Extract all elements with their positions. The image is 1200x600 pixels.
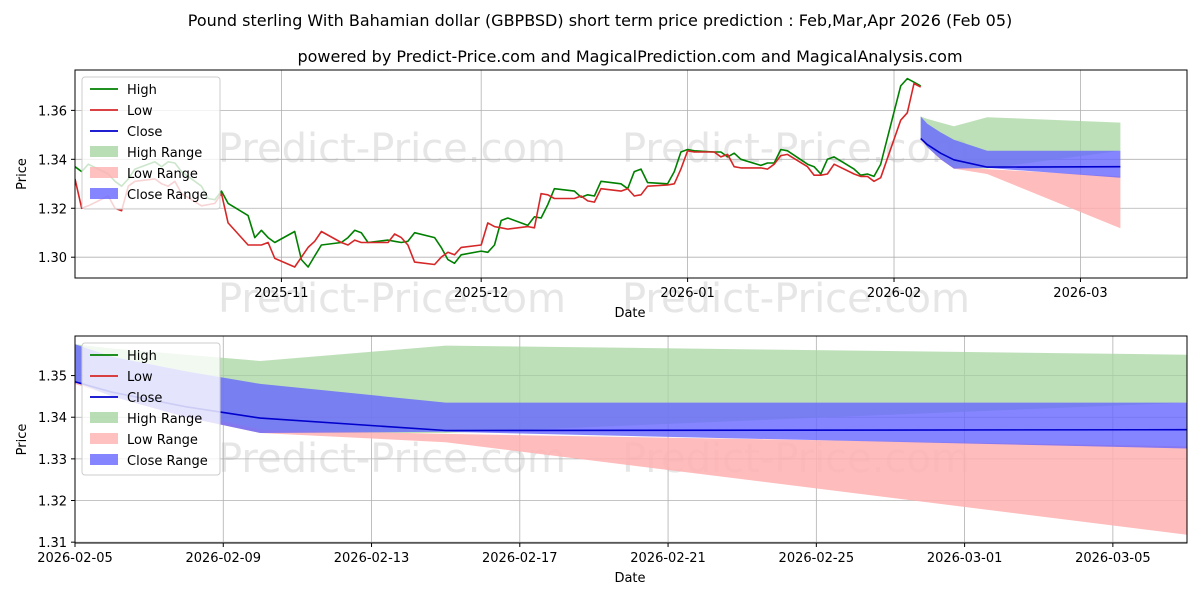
legend-label: Low (127, 104, 153, 119)
legend-label: High (127, 83, 157, 98)
x-tick-label: 2026-02 (867, 286, 921, 301)
close-range-band (920, 116, 1121, 178)
legend: High Low Close High Range Low Range Close Ran… (81, 342, 221, 476)
legend-swatch-low-range (90, 167, 118, 178)
axes-frame (74, 69, 1188, 279)
y-tick-label: 1.32 (38, 202, 67, 217)
legend-label: Low (127, 370, 153, 385)
y-tick-label: 1.33 (38, 453, 67, 468)
legend-label: Close (127, 125, 162, 140)
x-axis-label: Date (614, 571, 645, 586)
x-tick-label: 2026-01 (660, 286, 714, 301)
x-tick-label: 2026-03-05 (1075, 551, 1151, 566)
legend-swatch-low-range (90, 433, 118, 444)
x-tick-label: 2026-02-05 (37, 551, 113, 566)
watermark-text: Predict-Price.com (218, 276, 566, 322)
y-tick-label: 1.30 (38, 251, 67, 266)
legend-swatch-close-range (90, 454, 118, 465)
close-series-line (920, 137, 1121, 168)
x-tick-label: 2025-12 (454, 286, 508, 301)
chart-title: Pound sterling With Bahamian dollar (GBP… (188, 11, 1013, 30)
x-tick-label: 2026-02-25 (779, 551, 855, 566)
low-range-band (75, 381, 1187, 535)
x-tick-label: 2026-02-21 (630, 551, 706, 566)
legend-label: High (127, 349, 157, 364)
x-tick-label: 2026-02-13 (334, 551, 410, 566)
x-tick-label: 2026-03-01 (927, 551, 1003, 566)
plot-area (75, 344, 1187, 535)
chart-subtitle: powered by Predict-Price.com and Magical… (297, 47, 962, 66)
legend-swatch-high-range (90, 412, 118, 423)
x-tick-label: 2026-02-17 (482, 551, 558, 566)
watermark-text: Predict-Price.com (622, 126, 970, 172)
y-tick-label: 1.31 (38, 536, 67, 551)
close-range-band (75, 344, 1187, 449)
top-panel: Predict-Price.com Predict-Price.com Predic… (15, 69, 1188, 322)
y-axis-label: Price (15, 424, 30, 456)
watermark-text: Predict-Price.com (622, 276, 970, 322)
legend-label: Low Range (127, 433, 198, 448)
legend-label: Close (127, 391, 162, 406)
axes-frame (74, 335, 1188, 544)
legend-label: Low Range (127, 167, 198, 182)
x-tick-label: 2025-11 (254, 286, 308, 301)
low-range-band (920, 138, 1121, 229)
legend: High Low Close High Range Low Range Close Ran… (81, 76, 221, 210)
plot-area (75, 77, 1121, 268)
bottom-panel: Predict-Price.comPredict-Price.com2026-0… (15, 335, 1188, 586)
legend-swatch-close-range (90, 188, 118, 199)
y-tick-label: 1.32 (38, 495, 67, 510)
y-tick-label: 1.36 (38, 104, 67, 119)
x-tick-label: 2026-02-09 (185, 551, 261, 566)
x-axis-label: Date (614, 306, 645, 321)
y-tick-label: 1.34 (38, 411, 67, 426)
legend-label: High Range (127, 146, 202, 161)
legend-label: Close Range (127, 454, 208, 469)
legend-label: High Range (127, 412, 202, 427)
y-tick-label: 1.35 (38, 370, 67, 385)
legend-label: Close Range (127, 188, 208, 203)
legend-swatch-high-range (90, 146, 118, 157)
x-tick-label: 2026-03 (1053, 286, 1107, 301)
y-tick-label: 1.34 (38, 153, 67, 168)
watermark-text: Predict-Price.com (218, 126, 566, 172)
y-axis-label: Price (15, 158, 30, 190)
